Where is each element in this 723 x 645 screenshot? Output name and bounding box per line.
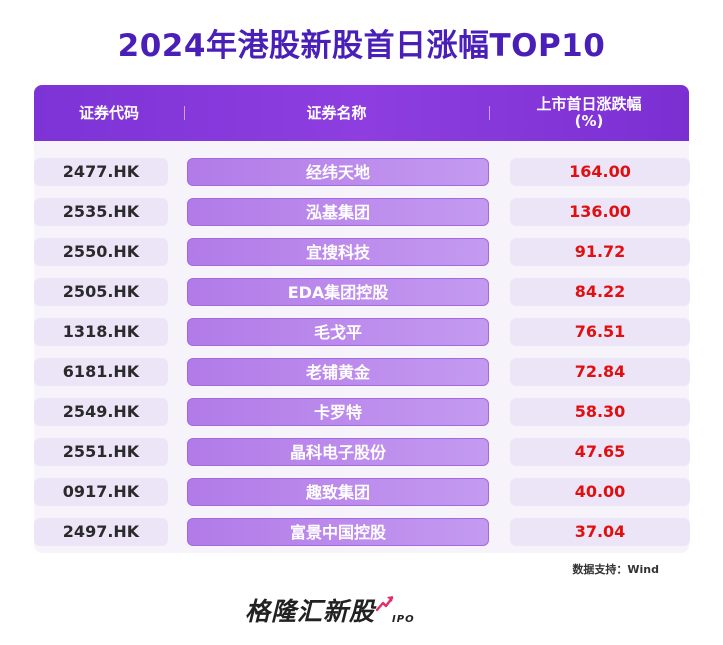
header-change-pct-label: 上市首日涨跌幅 xyxy=(536,95,642,113)
stock-code: 2549.HK xyxy=(34,398,168,426)
first-day-change: 84.22 xyxy=(510,278,690,306)
first-day-change: 76.51 xyxy=(510,318,690,346)
table-header: 证券代码 证券名称 上市首日涨跌幅 (%) xyxy=(34,85,689,141)
page-title: 2024年港股新股首日涨幅TOP10 xyxy=(117,28,606,64)
table-row: 2535.HK 泓基集团 136.00 xyxy=(34,198,690,226)
stock-code: 2550.HK xyxy=(34,238,168,266)
stock-name: 经纬天地 xyxy=(187,158,489,186)
table-row: 1318.HK 毛戈平 76.51 xyxy=(34,318,690,346)
brand-logo-text: 格隆汇新股 xyxy=(245,597,376,626)
stock-name: 卡罗特 xyxy=(187,398,489,426)
table-row: 2550.HK 宜搜科技 91.72 xyxy=(34,238,690,266)
first-day-change: 58.30 xyxy=(510,398,690,426)
table-row: 0917.HK 趣致集团 40.00 xyxy=(34,478,690,506)
stock-name: 老铺黄金 xyxy=(187,358,489,386)
trend-arrow-icon xyxy=(376,596,394,612)
header-separator xyxy=(489,106,490,120)
stock-name: 宜搜科技 xyxy=(187,238,489,266)
header-code: 证券代码 xyxy=(78,103,139,122)
first-day-change: 40.00 xyxy=(510,478,690,506)
table-row: 2497.HK 富景中国控股 37.04 xyxy=(34,518,690,546)
first-day-change: 164.00 xyxy=(510,158,690,186)
stock-code: 1318.HK xyxy=(34,318,168,346)
first-day-change: 72.84 xyxy=(510,358,690,386)
table-row: 2505.HK EDA集团控股 84.22 xyxy=(34,278,690,306)
table-row: 2549.HK 卡罗特 58.30 xyxy=(34,398,690,426)
stock-name: 富景中国控股 xyxy=(187,518,489,546)
first-day-change: 136.00 xyxy=(510,198,690,226)
table-row: 2551.HK 晶科电子股份 47.65 xyxy=(34,438,690,466)
table-row: 6181.HK 老铺黄金 72.84 xyxy=(34,358,690,386)
stock-code: 2551.HK xyxy=(34,438,168,466)
stock-name: 晶科电子股份 xyxy=(187,438,489,466)
header-separator xyxy=(184,106,185,120)
brand-logo: 格隆汇新股 IPO xyxy=(245,590,415,630)
stock-code: 0917.HK xyxy=(34,478,168,506)
stock-code: 2477.HK xyxy=(34,158,168,186)
brand-logo-ipo: IPO xyxy=(392,613,415,625)
stock-code: 6181.HK xyxy=(34,358,168,386)
stock-name: 毛戈平 xyxy=(187,318,489,346)
stock-name: 趣致集团 xyxy=(187,478,489,506)
stock-name: 泓基集团 xyxy=(187,198,489,226)
stock-code: 2505.HK xyxy=(34,278,168,306)
header-change-pct: 上市首日涨跌幅 (%) xyxy=(489,85,689,141)
first-day-change: 91.72 xyxy=(510,238,690,266)
header-name: 证券名称 xyxy=(306,103,367,122)
stock-code: 2535.HK xyxy=(34,198,168,226)
header-change-pct-unit: (%) xyxy=(574,112,604,130)
first-day-change: 47.65 xyxy=(510,438,690,466)
stock-name: EDA集团控股 xyxy=(187,278,489,306)
table-row: 2477.HK 经纬天地 164.00 xyxy=(34,158,690,186)
data-source-note: 数据支持：Wind xyxy=(572,563,659,576)
stock-code: 2497.HK xyxy=(34,518,168,546)
first-day-change: 37.04 xyxy=(510,518,690,546)
